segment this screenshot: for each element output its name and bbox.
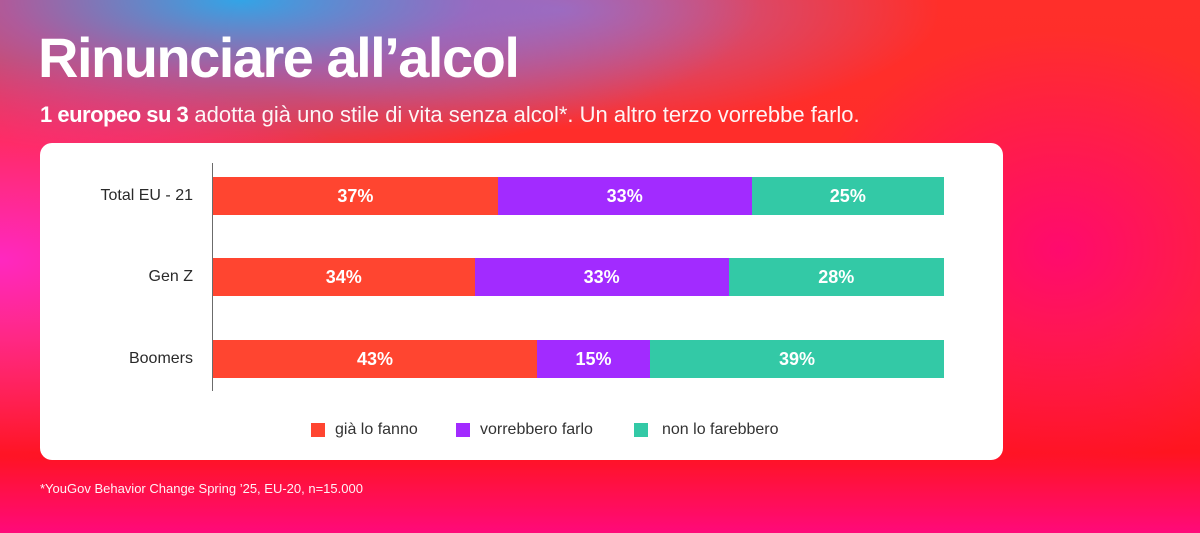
chart-card: Total EU - 21 37% 33% 25% Gen Z 34% 33% … [40,143,1003,460]
row-label: Total EU - 21 [100,187,193,204]
page-subtitle: 1 europeo su 3 adotta già uno stile di v… [40,102,860,127]
legend-swatch-purple-icon [456,423,470,437]
legend-label: già lo fanno [335,421,418,438]
legend-swatch-red-icon [311,423,325,437]
page-title: Rinunciare all’alcol [38,26,520,89]
segment-vorrebbero-farlo: 33% [474,258,729,296]
segment-vorrebbero-farlo: 33% [497,177,752,215]
subtitle-highlight: 1 europeo su 3 [40,102,189,127]
bar-row-total-eu: Total EU - 21 37% 33% 25% [40,177,1003,215]
bar-row-boomers: Boomers 43% 15% 39% [40,340,1003,378]
legend-label: non lo farebbero [662,421,779,438]
stacked-bar: 37% 33% 25% [213,177,944,215]
legend-swatch-teal-icon [634,423,648,437]
legend-label: vorrebbero farlo [480,421,593,438]
segment-gia-lo-fanno: 37% [213,177,498,215]
source-footnote: *YouGov Behavior Change Spring ’25, EU-2… [40,481,363,496]
stacked-bar: 43% 15% 39% [213,340,944,378]
segment-non-lo-farebbero: 28% [728,258,944,296]
y-axis-line [212,163,213,391]
stacked-bar: 34% 33% 28% [213,258,944,296]
chart-legend: già lo fanno vorrebbero farlo non lo far… [40,421,1003,441]
segment-gia-lo-fanno: 34% [213,258,475,296]
segment-non-lo-farebbero: 25% [751,177,944,215]
row-label: Boomers [128,350,193,367]
legend-item-vorrebbero-farlo: vorrebbero farlo [456,421,593,439]
subtitle-text: adotta già uno stile di vita senza alcol… [188,102,860,127]
legend-item-gia-lo-fanno: già lo fanno [311,421,418,439]
segment-gia-lo-fanno: 43% [213,340,538,378]
row-label: Gen Z [148,268,193,285]
bar-row-gen-z: Gen Z 34% 33% 28% [40,258,1003,296]
segment-vorrebbero-farlo: 15% [537,340,651,378]
segment-non-lo-farebbero: 39% [650,340,944,378]
legend-item-non-lo-farebbero: non lo farebbero [634,421,779,439]
